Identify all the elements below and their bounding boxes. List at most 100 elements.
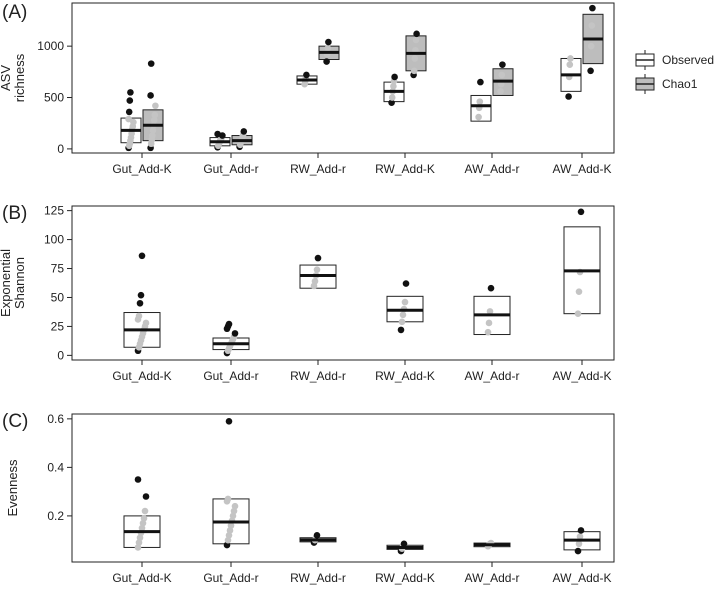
panel-label: (C) bbox=[2, 411, 28, 432]
y-axis-label: richness bbox=[12, 53, 27, 102]
data-point bbox=[410, 67, 418, 75]
y-tick-label: 0.6 bbox=[47, 412, 64, 426]
data-point bbox=[140, 515, 148, 522]
data-point bbox=[149, 127, 157, 134]
y-tick-label: 1000 bbox=[37, 39, 64, 53]
data-point bbox=[575, 288, 583, 295]
x-tick-label: Gut_Add-r bbox=[203, 571, 258, 585]
data-point bbox=[137, 291, 145, 299]
data-point bbox=[125, 108, 133, 116]
y-tick-label: 500 bbox=[44, 91, 64, 105]
data-point bbox=[314, 254, 322, 262]
data-point bbox=[566, 61, 574, 68]
data-point bbox=[575, 540, 583, 548]
data-point bbox=[476, 98, 484, 105]
data-point bbox=[401, 298, 409, 306]
data-point bbox=[313, 266, 321, 273]
data-point bbox=[577, 208, 585, 216]
data-point bbox=[126, 97, 134, 104]
y-axis-label: Exponential bbox=[0, 249, 13, 317]
x-tick-label: Gut_Add-K bbox=[112, 571, 171, 585]
data-point bbox=[411, 55, 419, 62]
x-tick-label: AW_Add-K bbox=[553, 369, 612, 383]
data-point bbox=[398, 318, 406, 326]
data-point bbox=[589, 4, 596, 12]
data-point bbox=[311, 277, 319, 285]
panel-b-exponential-shannon: (B) 0 25 50 75 100 125 Exponential Shannon Gut_Ad… bbox=[0, 203, 615, 383]
data-point bbox=[412, 36, 420, 44]
x-tick-label: AW_Add-r bbox=[465, 571, 520, 585]
data-point bbox=[576, 533, 584, 540]
data-point bbox=[147, 60, 155, 67]
panel-a-richness: (A) 0 500 1000 ASV richness Gut_Add-K Gut_Add-r… bbox=[0, 2, 615, 176]
y-tick-label: 100 bbox=[44, 233, 64, 247]
data-point bbox=[138, 252, 146, 260]
data-point bbox=[565, 93, 572, 100]
data-point bbox=[587, 67, 594, 75]
data-point bbox=[313, 532, 321, 539]
data-point bbox=[134, 476, 142, 483]
data-point bbox=[127, 89, 134, 96]
data-point bbox=[486, 308, 494, 315]
y-tick-label: 0.4 bbox=[47, 460, 64, 474]
y-tick-label: 0.2 bbox=[47, 509, 64, 523]
data-point bbox=[214, 130, 221, 138]
panel-c-evenness: (C) 0.2 0.4 0.6 Evenness Gut_Add-K Gut_Add-r RW… bbox=[2, 411, 615, 585]
y-axis-label: ASV bbox=[0, 65, 13, 91]
x-tick-label: AW_Add-r bbox=[465, 162, 520, 176]
data-point bbox=[225, 417, 233, 425]
data-point bbox=[499, 61, 506, 68]
y-axis-label: Shannon bbox=[12, 257, 27, 309]
data-point bbox=[588, 22, 596, 29]
y-tick-label: 50 bbox=[51, 290, 65, 304]
data-point bbox=[142, 319, 150, 327]
x-tick-label: AW_Add-K bbox=[553, 162, 612, 176]
y-tick-label: 25 bbox=[51, 319, 65, 333]
data-point bbox=[487, 284, 495, 292]
data-point bbox=[399, 311, 407, 319]
data-point bbox=[323, 58, 330, 65]
data-point bbox=[152, 102, 159, 110]
data-point bbox=[147, 92, 154, 99]
data-point bbox=[390, 82, 397, 90]
x-tick-label: RW_Add-r bbox=[290, 571, 346, 585]
data-point bbox=[225, 320, 233, 328]
data-point bbox=[485, 319, 493, 327]
data-point bbox=[391, 73, 398, 81]
data-point bbox=[141, 507, 149, 515]
data-point bbox=[388, 94, 396, 101]
data-point bbox=[477, 78, 484, 86]
data-point bbox=[231, 330, 239, 337]
data-point bbox=[402, 280, 410, 287]
data-point bbox=[142, 493, 150, 500]
x-tick-label: AW_Add-K bbox=[553, 571, 612, 585]
y-tick-label: 0 bbox=[57, 348, 64, 362]
legend: Observed Chao1 bbox=[635, 50, 714, 94]
plot-frame bbox=[71, 413, 615, 563]
y-axis-label: Evenness bbox=[5, 459, 20, 517]
data-point bbox=[587, 42, 595, 50]
x-tick-label: RW_Add-K bbox=[375, 571, 435, 585]
data-point bbox=[150, 116, 158, 124]
data-point bbox=[397, 326, 405, 334]
y-tick-label: 75 bbox=[51, 262, 65, 276]
legend-label: Observed bbox=[662, 53, 714, 67]
data-point bbox=[224, 495, 232, 503]
plot-frame bbox=[71, 2, 615, 154]
data-point bbox=[149, 132, 156, 139]
data-point bbox=[136, 299, 144, 307]
data-point bbox=[498, 71, 506, 79]
data-point bbox=[484, 328, 492, 336]
data-point bbox=[135, 312, 143, 320]
legend-label: Chao1 bbox=[662, 77, 698, 91]
x-tick-label: Gut_Add-r bbox=[203, 162, 258, 176]
panel-label: (B) bbox=[2, 203, 27, 224]
data-point bbox=[574, 310, 582, 317]
x-tick-label: RW_Add-r bbox=[290, 369, 346, 383]
data-point bbox=[574, 547, 582, 555]
data-point bbox=[240, 128, 248, 135]
data-point bbox=[567, 55, 574, 62]
x-tick-label: RW_Add-r bbox=[290, 162, 346, 176]
plot-frame bbox=[71, 205, 615, 361]
